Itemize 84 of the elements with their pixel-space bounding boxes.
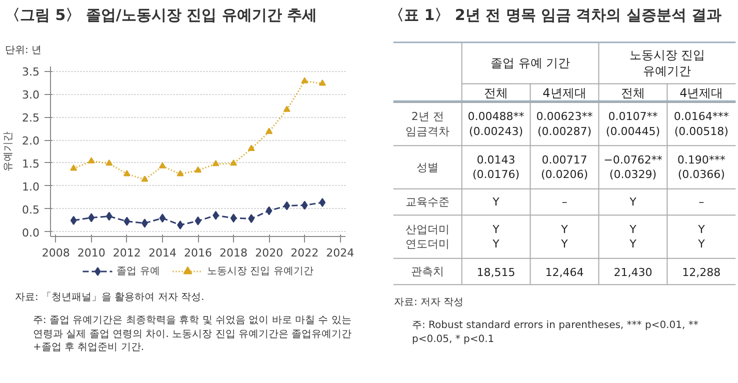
- x-tick-label: 2018: [220, 246, 248, 260]
- category-label: 산업더미 연도더미: [406, 222, 450, 251]
- legend-label: 노동시장 진입 유예기간: [206, 265, 314, 278]
- text: 0.00488** (0.00243): [468, 110, 524, 138]
- point: [123, 170, 130, 176]
- x-tick-label: 2024: [326, 246, 354, 260]
- y-tick-label: 1.5: [22, 157, 40, 170]
- point: [88, 157, 95, 164]
- x-tick-label: 2020: [255, 246, 284, 260]
- y-axis-title: 유예기간: [3, 132, 14, 172]
- category-label: 4년제대: [680, 86, 724, 100]
- point: [319, 198, 326, 207]
- y-tick-label: 3.0: [22, 88, 40, 102]
- point: [230, 214, 237, 223]
- point: [230, 159, 238, 166]
- x-tick-label: 2014: [148, 246, 176, 260]
- y-tick-label: 2.0: [22, 134, 40, 148]
- point: [194, 166, 202, 173]
- category-label: 4년제대: [542, 86, 586, 100]
- category-label: 전체: [620, 86, 645, 100]
- y-tick-label: 0.0: [22, 226, 40, 240]
- point: [70, 164, 78, 171]
- point: [284, 201, 290, 210]
- text: 0.0164*** (0.00518): [674, 110, 729, 138]
- text: Y Y: [561, 222, 568, 251]
- x-tick-label: 2008: [42, 246, 70, 260]
- text: 18,515: [476, 266, 516, 279]
- text: 0.00623** (0.00287): [536, 110, 593, 138]
- point: [106, 212, 112, 221]
- text: 12,464: [545, 266, 584, 279]
- point: [70, 216, 77, 225]
- x-tick-label: 2012: [112, 246, 141, 260]
- category-label: 성별: [416, 160, 439, 174]
- point: [301, 77, 308, 84]
- point: [88, 213, 95, 222]
- text: 단위: 년: [5, 44, 42, 58]
- text: 졸업 유예 기간: [490, 56, 570, 70]
- point: [124, 216, 130, 226]
- text: Y: [492, 195, 500, 208]
- text: –: [698, 195, 704, 208]
- point: [266, 128, 273, 134]
- text: Y Y: [630, 222, 636, 251]
- text: 〈표 1〉 2년 전 명목 임금 격차의 실증분석 결과: [389, 5, 722, 26]
- text: 주: 졸업 유예기간은 최종학력을 휴학 및 쉬었음 없이 바로 마칠 수 있는 연령과 실제 졸업 연령의 차이. 노동시장 진입 유예기간은 졸업유예기간+졸업 후 취업준비 기간.: [32, 314, 353, 354]
- category-label: 관측치: [411, 264, 444, 278]
- x-tick-label: 2016: [184, 246, 212, 260]
- point: [176, 170, 184, 176]
- point: [194, 216, 202, 226]
- point: [141, 176, 148, 182]
- text: Y Y: [698, 222, 705, 251]
- x-tick-label: 2010: [77, 246, 106, 260]
- point: [318, 80, 326, 86]
- point: [212, 160, 220, 166]
- text: 자료: 저자 작성: [393, 296, 464, 310]
- text: 자료: 「청년패널」을 활용하여 저자 작성.: [14, 291, 204, 304]
- text: 0.190*** (0.0366): [677, 153, 726, 182]
- text: Y: [630, 195, 636, 208]
- legend-label: 졸업 유예: [116, 265, 160, 278]
- category-label: 교육수준: [406, 195, 450, 208]
- point: [159, 214, 166, 223]
- text: 0.0107** (0.00445): [606, 110, 660, 138]
- text: −0.0762** (0.0329): [604, 153, 662, 182]
- point: [106, 159, 113, 166]
- point: [266, 206, 272, 216]
- y-tick-label: 3.5: [22, 66, 40, 79]
- text: 주: Robust standard errors in parentheses, *** p<0.01, ** p<0.05, * p<0.1: [411, 319, 700, 346]
- category-label: 2년 전 임금격차: [406, 110, 450, 138]
- category-label: 전체: [484, 86, 508, 100]
- y-tick-label: 1.0: [22, 180, 40, 194]
- text: –: [562, 195, 568, 208]
- text: 노동시장 진입 유예기간: [629, 48, 706, 78]
- x-tick-label: 2022: [290, 246, 319, 260]
- text: Y Y: [492, 222, 500, 251]
- point: [283, 106, 290, 112]
- chart-title: 〈그림 5〉 졸업/노동시장 진입 유예기간 추세: [5, 5, 318, 26]
- text: 12,288: [682, 266, 721, 279]
- y-tick-label: 0.5: [22, 203, 40, 216]
- text: 0.00717 (0.0206): [540, 153, 588, 182]
- text: 0.0143 (0.0176): [472, 153, 520, 182]
- point: [301, 200, 308, 210]
- point: [158, 162, 166, 168]
- y-tick-label: 2.5: [22, 112, 40, 125]
- point: [248, 144, 255, 151]
- text: 21,430: [614, 266, 652, 279]
